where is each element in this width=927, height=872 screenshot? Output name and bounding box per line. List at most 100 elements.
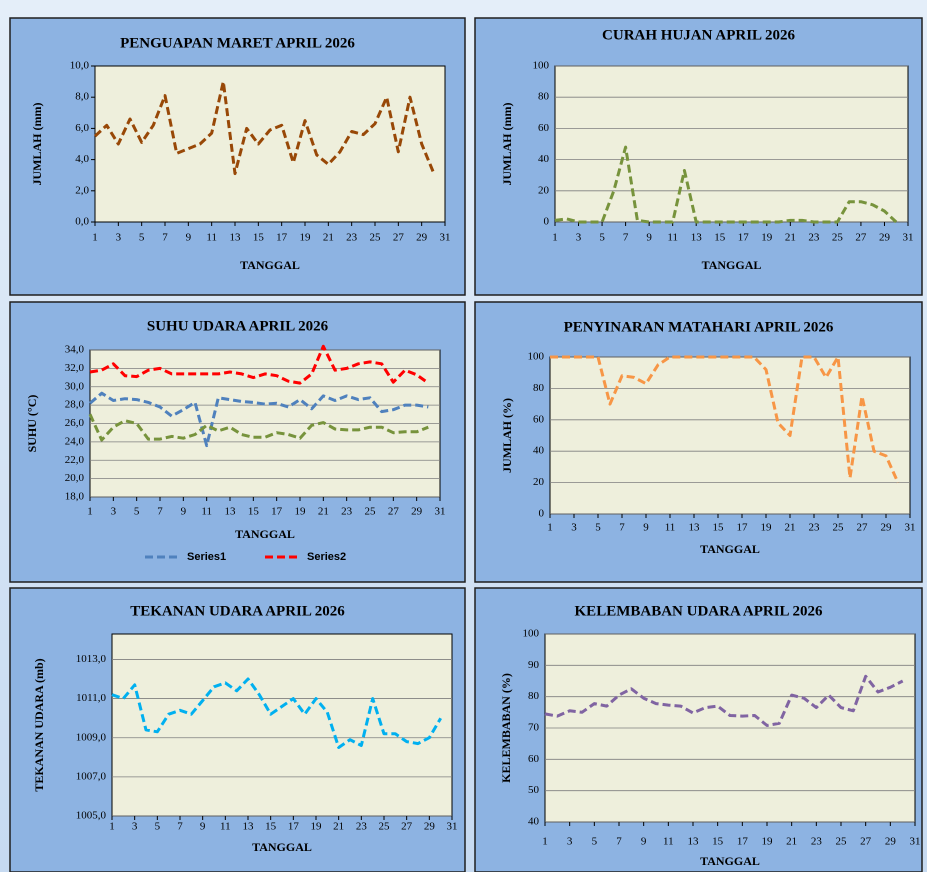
x-tick-label: 3	[132, 821, 138, 833]
x-tick-label: 25	[833, 522, 845, 534]
x-tick-label: 3	[576, 232, 582, 244]
y-tick-label: 10,0	[70, 60, 90, 72]
x-tick-label: 23	[346, 232, 358, 244]
y-tick-label: 60	[528, 753, 540, 765]
y-axis-label: JUMLAH (%)	[500, 398, 514, 473]
x-tick-label: 29	[879, 232, 891, 244]
x-tick-label: 17	[737, 522, 749, 534]
x-tick-label: 9	[186, 232, 192, 244]
y-tick-label: 100	[528, 351, 545, 363]
y-axis-label: SUHU (°C)	[25, 395, 39, 453]
x-tick-label: 3	[111, 506, 117, 518]
x-tick-label: 13	[243, 821, 255, 833]
x-tick-label: 27	[855, 232, 867, 244]
plot-area	[94, 65, 446, 223]
y-tick-label: 70	[528, 722, 540, 734]
x-tick-label: 5	[139, 232, 145, 244]
x-tick-label: 7	[616, 836, 622, 848]
x-tick-label: 27	[388, 506, 400, 518]
x-tick-label: 27	[860, 836, 872, 848]
x-tick-label: 13	[689, 522, 701, 534]
x-axis-label: TANGGAL	[252, 840, 312, 854]
chart-title: PENYINARAN MATAHARI APRIL 2026	[564, 319, 834, 335]
x-tick-label: 29	[881, 522, 893, 534]
x-axis-label: TANGGAL	[700, 854, 760, 868]
x-tick-label: 21	[785, 522, 796, 534]
x-tick-label: 29	[424, 821, 436, 833]
x-tick-label: 17	[288, 821, 300, 833]
x-axis-label: TANGGAL	[702, 258, 762, 272]
x-tick-label: 31	[435, 506, 446, 518]
chart-title: KELEMBABAN UDARA APRIL 2026	[575, 603, 823, 619]
y-tick-label: 28,0	[65, 399, 85, 411]
x-tick-label: 5	[155, 821, 161, 833]
chart-panel: PENYINARAN MATAHARI APRIL 2026 TANGGAL JUM…	[474, 301, 923, 583]
x-tick-label: 3	[567, 836, 573, 848]
data-line	[550, 355, 900, 484]
x-tick-label: 23	[808, 232, 820, 244]
y-tick-label: 60	[533, 413, 545, 425]
y-tick-label: 80	[533, 382, 545, 394]
y-tick-label: 32,0	[65, 362, 85, 374]
x-tick-label: 19	[761, 522, 773, 534]
y-tick-label: 20	[538, 184, 550, 196]
chart-panel: KELEMBABAN UDARA APRIL 2026 TANGGAL KELEMB…	[474, 587, 923, 872]
plot-area	[111, 633, 453, 817]
y-tick-label: 2,0	[75, 184, 89, 196]
data-line	[544, 674, 904, 727]
x-tick-label: 7	[177, 821, 183, 833]
x-tick-label: 19	[295, 506, 307, 518]
y-axis-label: JUMLAH (mm)	[500, 103, 514, 186]
y-tick-label: 50	[528, 784, 540, 796]
x-tick-label: 15	[713, 522, 725, 534]
x-tick-label: 19	[300, 232, 312, 244]
x-tick-label: 25	[832, 232, 844, 244]
y-tick-label: 4,0	[75, 153, 89, 165]
x-tick-label: 21	[786, 836, 797, 848]
x-tick-label: 15	[714, 232, 726, 244]
x-tick-label: 15	[712, 836, 724, 848]
chart-title: PENGUAPAN MARET APRIL 2026	[120, 35, 355, 51]
x-tick-label: 21	[333, 821, 344, 833]
x-tick-label: 17	[271, 506, 283, 518]
x-tick-label: 27	[393, 232, 405, 244]
x-tick-label: 7	[157, 506, 163, 518]
x-tick-label: 11	[220, 821, 231, 833]
x-tick-label: 1	[552, 232, 558, 244]
y-tick-label: 80	[528, 690, 540, 702]
x-tick-label: 1	[87, 506, 93, 518]
y-axis-label: TEKANAN UDARA (mb)	[32, 658, 46, 791]
x-tick-label: 9	[643, 522, 649, 534]
data-line	[88, 413, 429, 442]
x-tick-label: 27	[401, 821, 413, 833]
legend-label: Series1	[187, 551, 226, 563]
data-line	[89, 344, 430, 385]
x-tick-label: 23	[811, 836, 823, 848]
x-tick-label: 5	[134, 506, 140, 518]
x-tick-label: 29	[416, 232, 428, 244]
x-tick-label: 25	[365, 506, 377, 518]
x-tick-label: 1	[542, 836, 548, 848]
data-line	[89, 391, 429, 448]
x-tick-label: 5	[595, 522, 601, 534]
y-tick-label: 100	[523, 628, 540, 640]
x-tick-label: 21	[785, 232, 796, 244]
x-tick-label: 23	[809, 522, 821, 534]
x-tick-label: 3	[116, 232, 122, 244]
x-axis-label: TANGGAL	[700, 542, 760, 556]
y-tick-label: 90	[528, 659, 540, 671]
y-axis-label: KELEMBABAN (%)	[499, 673, 513, 783]
chart-panel: SUHU UDARA APRIL 2026 TANGGAL SUHU (°C) 18,…	[9, 301, 466, 583]
x-axis-label: TANGGAL	[240, 258, 300, 272]
x-tick-label: 1	[109, 821, 115, 833]
y-tick-label: 26,0	[65, 417, 85, 429]
x-tick-label: 13	[230, 232, 242, 244]
x-tick-label: 15	[265, 821, 277, 833]
chart-title: TEKANAN UDARA APRIL 2026	[130, 603, 345, 619]
x-tick-label: 23	[341, 506, 353, 518]
x-tick-label: 31	[905, 522, 916, 534]
x-tick-label: 31	[903, 232, 914, 244]
chart-panel: CURAH HUJAN APRIL 2026 TANGGAL JUMLAH (mm)…	[474, 17, 923, 296]
x-tick-label: 11	[201, 506, 212, 518]
